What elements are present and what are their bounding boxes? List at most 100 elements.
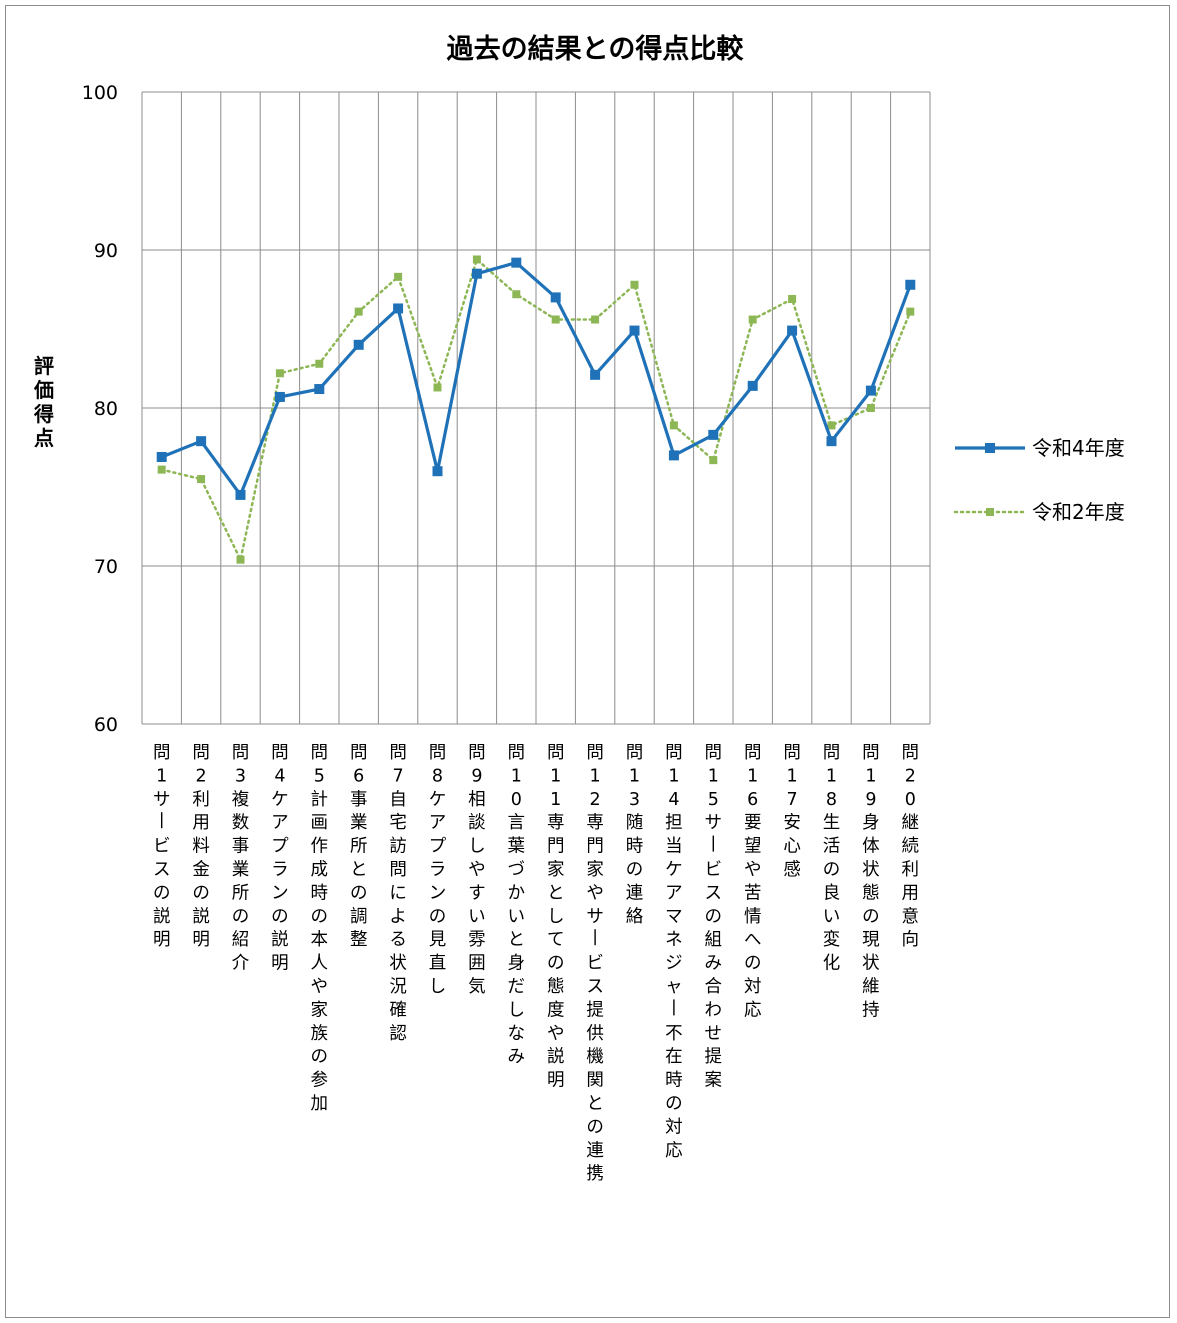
data-point (471, 268, 482, 279)
x-tick-char: 数 (232, 813, 250, 833)
x-tick-char: 問 (705, 743, 723, 763)
x-tick-char: 族 (311, 1024, 329, 1044)
x-tick-char: 応 (665, 1141, 683, 1161)
x-tick-char: 提 (705, 1047, 723, 1067)
x-tick-char: な (508, 1024, 526, 1044)
data-point (827, 421, 836, 430)
x-tick-char: プ (429, 837, 447, 857)
x-tick-char: 時 (311, 883, 329, 903)
x-tick-char: 囲 (468, 954, 486, 974)
x-tick-char: 絡 (626, 907, 644, 927)
x-tick-char: 明 (271, 954, 289, 974)
data-point (550, 292, 561, 303)
x-tick-char: 組 (705, 930, 723, 950)
x-tick-char: 継 (902, 813, 920, 833)
x-tick-char: 変 (823, 930, 841, 950)
x-tick-char: 度 (547, 1000, 565, 1020)
legend-label: 令和2年度 (1032, 500, 1125, 524)
x-tick-char: や (311, 977, 329, 997)
x-tick-char: 6 (747, 790, 758, 810)
x-tick-char: 問 (744, 743, 762, 763)
x-tick-char: 業 (232, 860, 250, 880)
x-tick-char: 状 (389, 954, 407, 974)
x-tick-char: と (508, 930, 526, 950)
x-tick-char: 向 (902, 930, 920, 950)
x-tick-char: 相 (468, 790, 486, 810)
x-tick-char: 訪 (389, 837, 407, 857)
data-point (668, 450, 679, 461)
x-tick-char: 現 (862, 930, 880, 950)
x-tick-char: 対 (665, 1117, 683, 1137)
x-tick-char: 認 (389, 1024, 407, 1044)
x-tick-char: と (586, 1094, 604, 1114)
x-tick-char: 介 (232, 954, 250, 974)
x-tick-char: 5 (314, 766, 325, 786)
x-tick-char: 8 (826, 790, 837, 810)
x-tick-char: 調 (350, 907, 368, 927)
x-tick-char: る (389, 930, 407, 950)
x-tick-char: 良 (823, 883, 841, 903)
x-tick-char: や (468, 860, 486, 880)
x-tick-char: ケ (665, 860, 683, 880)
x-tick-char: 化 (823, 954, 841, 974)
x-tick-char: 苦 (744, 883, 762, 903)
x-tick-char: 利 (902, 860, 920, 880)
x-tick-char: 問 (311, 743, 329, 763)
x-tick-char: 続 (902, 837, 920, 857)
x-tick-char: 説 (153, 907, 171, 927)
x-tick-char: 情 (744, 907, 762, 927)
data-point (354, 307, 363, 316)
x-tick-char: 自 (389, 790, 407, 810)
x-tick-char: 不 (665, 1024, 683, 1044)
data-point (236, 555, 245, 564)
x-tick-char: サ (153, 790, 171, 810)
x-tick-char: 金 (192, 860, 210, 880)
data-point (353, 339, 364, 350)
x-tick-char: 問 (626, 743, 644, 763)
x-tick-char: 説 (271, 930, 289, 950)
x-tick-char: 状 (862, 860, 880, 880)
data-point (747, 380, 758, 391)
x-tick-char: 所 (232, 883, 250, 903)
x-tick-char: 関 (586, 1071, 604, 1091)
x-tick-char: 問 (389, 743, 407, 763)
x-tick-char: 成 (311, 860, 329, 880)
x-tick-char: の (232, 907, 250, 927)
x-tick-char: て (547, 930, 565, 950)
x-tick-char: し (547, 907, 565, 927)
series-reiwa4 (156, 257, 916, 500)
x-tick-char: 携 (586, 1164, 604, 1184)
y-axis-label-char: 得 (33, 402, 54, 426)
data-point (629, 325, 640, 336)
y-tick-label: 60 (94, 714, 118, 736)
x-tick-char: 宅 (389, 813, 407, 833)
x-tick-char: 言 (508, 813, 526, 833)
x-tick-char: 生 (823, 813, 841, 833)
series-reiwa2 (157, 255, 915, 564)
x-tick-char: ビ (153, 837, 171, 857)
data-point (393, 303, 404, 314)
series-line (161, 261, 912, 497)
x-tick-char: 見 (429, 930, 447, 950)
data-point (315, 359, 324, 368)
x-tick-char: し (429, 977, 447, 997)
chart-title: 過去の結果との得点比較 (447, 33, 745, 65)
x-tick-char: 合 (705, 977, 723, 997)
x-tick-char: 確 (389, 1000, 407, 1020)
x-tick-char: 問 (468, 743, 486, 763)
x-tick-char: プ (271, 837, 289, 857)
x-tick-char: と (350, 860, 368, 880)
x-tick-char: 画 (311, 813, 329, 833)
data-point (866, 404, 875, 412)
x-tick-char: 業 (350, 813, 368, 833)
grid-lines (141, 91, 931, 725)
